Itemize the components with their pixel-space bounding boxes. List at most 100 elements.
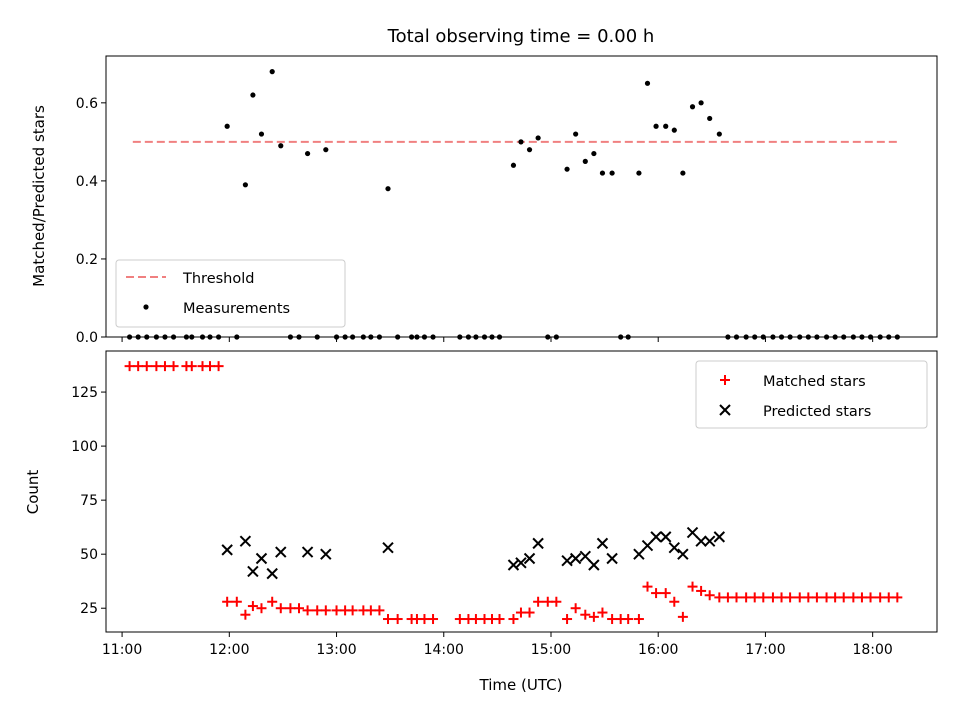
matched-star-marker xyxy=(749,592,760,603)
x-tick-label: 16:00 xyxy=(638,642,678,658)
top-ylabel: Matched/Predicted stars xyxy=(30,105,48,287)
predicted-star-marker xyxy=(668,541,681,554)
marker-stroke xyxy=(561,554,573,567)
measurement-point xyxy=(242,182,248,188)
measurement-point xyxy=(258,131,265,137)
matched-star-marker xyxy=(294,603,305,614)
predicted-star-marker xyxy=(633,548,645,560)
matched-star-marker xyxy=(597,607,608,618)
marker-stroke xyxy=(255,552,268,565)
matched-star-marker xyxy=(714,592,725,603)
legend-threshold-label: Threshold xyxy=(182,271,254,287)
measurement-point xyxy=(518,139,524,145)
predicted-star-marker xyxy=(660,531,672,543)
matched-star-marker xyxy=(213,361,224,372)
matched-star-marker xyxy=(428,614,439,625)
marker-stroke xyxy=(507,559,520,571)
matched-star-marker xyxy=(275,603,286,614)
y-tick-label: 0.2 xyxy=(76,252,98,268)
measurement-point xyxy=(573,131,579,137)
matched-star-marker xyxy=(669,596,680,607)
predicted-star-marker xyxy=(275,546,287,558)
measurement-point xyxy=(385,186,391,192)
legend-measurements-swatch xyxy=(143,304,149,310)
matched-star-marker xyxy=(285,603,296,614)
matched-star-marker xyxy=(803,592,814,603)
marker-stroke xyxy=(320,548,332,560)
x-tick-label: 15:00 xyxy=(531,642,571,658)
matched-star-marker xyxy=(642,581,653,592)
matched-star-marker xyxy=(776,592,787,603)
predicted-star-marker xyxy=(561,554,573,567)
marker-stroke xyxy=(641,539,654,552)
matched-star-marker xyxy=(633,614,644,625)
matched-star-marker xyxy=(347,605,358,616)
measurement-point xyxy=(278,143,284,149)
matched-star-marker xyxy=(785,592,796,603)
matched-star-marker xyxy=(623,614,634,625)
matched-star-marker xyxy=(731,592,742,603)
y-tick-label: 25 xyxy=(80,601,98,617)
marker-stroke xyxy=(532,537,544,550)
marker-stroke xyxy=(695,535,707,547)
measurement-point xyxy=(323,147,329,153)
marker-stroke xyxy=(523,552,536,565)
predicted-star-marker xyxy=(382,541,394,554)
predicted-star-marker xyxy=(650,531,662,543)
matched-star-marker xyxy=(607,614,618,625)
predicted-star-marker xyxy=(247,565,259,578)
predicted-star-marker xyxy=(532,537,544,550)
bottom-panel: Count Time (UTC) 25 50 75 100 125 11:00 12:00 1… xyxy=(24,350,938,694)
matched-star-marker xyxy=(542,596,553,607)
predicted-star-marker xyxy=(579,550,592,563)
y-tick-label: 125 xyxy=(71,385,98,401)
matched-star-marker xyxy=(231,596,242,607)
marker-stroke xyxy=(606,552,618,565)
marker-stroke xyxy=(275,546,287,558)
measurement-point xyxy=(671,127,677,133)
matched-star-marker xyxy=(767,592,778,603)
x-tick-label: 12:00 xyxy=(209,642,249,658)
predicted-star-marker xyxy=(523,552,536,565)
marker-stroke xyxy=(247,565,259,578)
matched-star-marker xyxy=(419,614,430,625)
matched-star-marker xyxy=(865,592,876,603)
predicted-star-marker xyxy=(677,548,689,560)
matched-star-marker xyxy=(758,592,769,603)
matched-star-marker xyxy=(696,585,707,596)
measurement-point xyxy=(510,162,517,168)
axes-frame xyxy=(105,350,938,633)
matched-star-marker xyxy=(205,361,216,372)
axes-frame xyxy=(105,55,938,338)
marker-stroke xyxy=(650,531,662,543)
y-tick-label: 100 xyxy=(71,439,98,455)
matched-star-marker xyxy=(383,614,394,625)
predicted-star-marker xyxy=(266,567,278,580)
marker-stroke xyxy=(579,550,592,563)
y-tick-label: 50 xyxy=(80,547,98,563)
measurement-point xyxy=(680,170,686,176)
predicted-star-marker xyxy=(255,552,268,565)
measurement-point xyxy=(707,115,713,122)
predicted-star-marker xyxy=(695,535,707,547)
matched-star-marker xyxy=(331,605,342,616)
x-tick-label: 11:00 xyxy=(102,642,142,658)
predicted-star-marker xyxy=(320,548,332,560)
matched-star-marker xyxy=(848,592,859,603)
matched-star-marker xyxy=(168,361,179,372)
predicted-star-marker xyxy=(596,537,609,550)
predicted-star-marker xyxy=(606,552,618,565)
x-axis-label: Time (UTC) xyxy=(479,676,563,694)
marker-stroke xyxy=(633,548,645,560)
marker-stroke xyxy=(677,548,689,560)
matched-star-marker xyxy=(141,361,152,372)
matched-star-marker xyxy=(302,605,313,616)
matched-star-marker xyxy=(562,614,573,625)
matched-star-marker xyxy=(151,361,162,372)
matched-star-marker xyxy=(875,592,886,603)
matched-star-marker xyxy=(320,605,331,616)
marker-stroke xyxy=(515,557,527,569)
legend-top: Threshold Measurements xyxy=(115,259,346,328)
x-tick-label: 13:00 xyxy=(316,642,356,658)
measurement-point xyxy=(304,150,311,157)
